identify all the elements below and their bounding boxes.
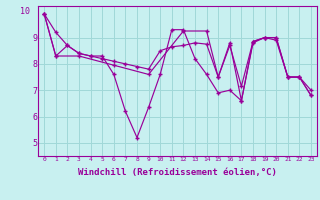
Text: 10: 10 <box>20 7 30 16</box>
X-axis label: Windchill (Refroidissement éolien,°C): Windchill (Refroidissement éolien,°C) <box>78 168 277 177</box>
